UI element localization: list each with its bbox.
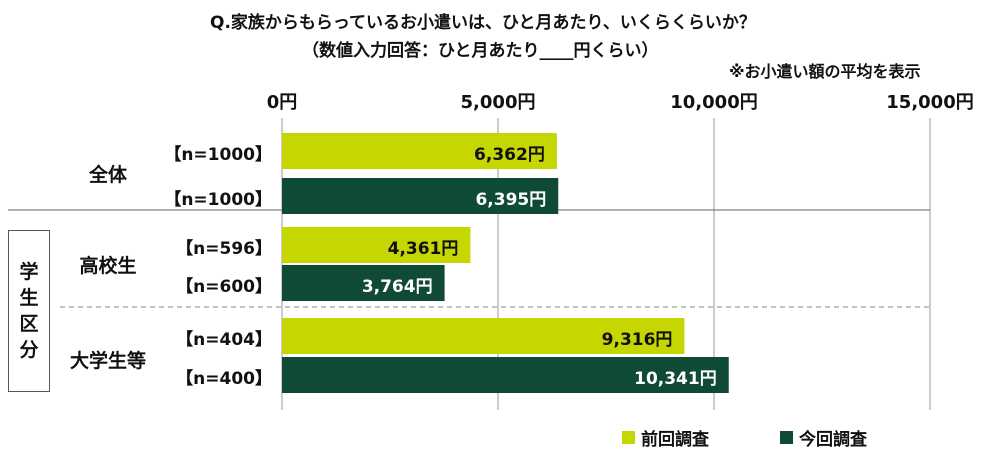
chart-title-line2: （数値入力回答：ひと月あたり____円くらい） bbox=[302, 41, 659, 61]
x-tick-label: 15,000円 bbox=[886, 92, 974, 113]
sample-size-label: 【n=596】 bbox=[176, 239, 272, 259]
segment-char: 分 bbox=[19, 339, 39, 361]
x-tick-label: 0円 bbox=[266, 92, 298, 113]
sample-size-label: 【n=600】 bbox=[176, 277, 272, 297]
segment-box: 学 生 区 分 bbox=[8, 230, 50, 392]
value-label: 6,362円 bbox=[474, 145, 545, 165]
sample-size-label: 【n=400】 bbox=[176, 369, 272, 389]
value-label: 9,316円 bbox=[601, 330, 673, 350]
bar bbox=[282, 133, 557, 169]
legend-label-current: 今回調査 bbox=[799, 430, 867, 450]
bar bbox=[282, 357, 729, 393]
bar bbox=[282, 265, 445, 301]
x-tick-label: 10,000円 bbox=[670, 92, 758, 113]
group-label: 大学生等 bbox=[69, 350, 147, 372]
sample-size-label: 【n=404】 bbox=[176, 330, 272, 350]
segment-char: 区 bbox=[19, 313, 39, 335]
chart-note: ※お小遣い額の平均を表示 bbox=[729, 62, 921, 81]
bar bbox=[282, 318, 685, 354]
bar bbox=[282, 178, 559, 214]
x-tick-label: 5,000円 bbox=[460, 92, 536, 113]
legend-swatch-previous bbox=[622, 431, 635, 444]
group-label: 全体 bbox=[88, 164, 128, 186]
value-label: 6,395円 bbox=[475, 190, 547, 210]
segment-char: 生 bbox=[19, 287, 39, 309]
value-label: 4,361円 bbox=[387, 239, 459, 259]
bar bbox=[282, 227, 471, 263]
legend-label-previous: 前回調査 bbox=[641, 430, 709, 450]
sample-size-label: 【n=1000】 bbox=[164, 190, 272, 210]
sample-size-label: 【n=1000】 bbox=[164, 145, 272, 165]
group-label: 高校生 bbox=[79, 255, 137, 277]
legend-swatch-current bbox=[780, 431, 793, 444]
chart-title-line1: Q.家族からもらっているお小遣いは、ひと月あたり、いくらくらいか？ bbox=[210, 13, 756, 33]
legend-item-current: 今回調査 bbox=[780, 425, 867, 450]
value-label: 10,341円 bbox=[634, 369, 717, 389]
value-label: 3,764円 bbox=[361, 277, 433, 297]
segment-char: 学 bbox=[19, 261, 39, 283]
legend-item-previous: 前回調査 bbox=[622, 425, 709, 450]
